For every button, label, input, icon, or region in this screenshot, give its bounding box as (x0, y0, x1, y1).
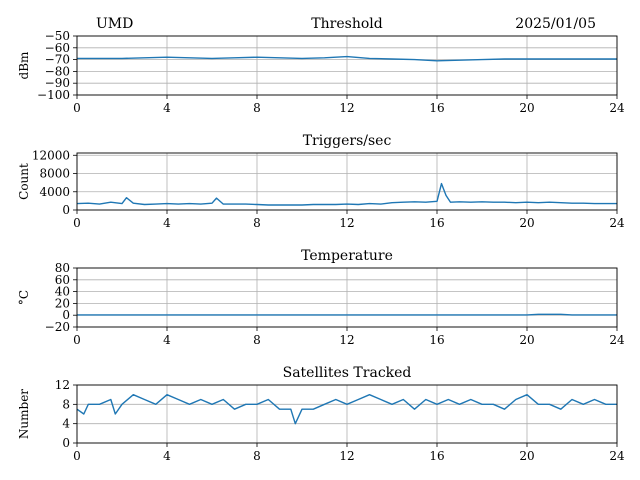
triggers-ytick-label-2: 8000 (39, 167, 70, 181)
satellites-xtick-label-4: 4 (163, 449, 171, 463)
triggers-xtick-label-4: 4 (163, 216, 171, 230)
threshold-ytick-label-0: −50 (45, 29, 70, 43)
threshold-frame (76, 35, 618, 96)
temperature-title: Temperature (301, 248, 393, 264)
satellites-xtick-label-20: 20 (519, 449, 534, 463)
satellites-frame (76, 384, 618, 444)
satellites-xtick-label-8: 8 (253, 449, 261, 463)
temperature-xtick-label-12: 12 (339, 333, 354, 347)
header-site: UMD (96, 16, 133, 32)
triggers-xtick-label-8: 8 (253, 216, 261, 230)
triggers-xtick-label-12: 12 (339, 216, 354, 230)
satellites-ylabel: Number (17, 389, 31, 439)
triggers-ylabel: Count (17, 163, 31, 200)
temperature-frame (76, 267, 618, 328)
threshold-title: Threshold (311, 16, 382, 32)
temperature-xtick-label-0: 0 (73, 333, 81, 347)
temperature-xtick-label-20: 20 (519, 333, 534, 347)
threshold-xtick-label-12: 12 (339, 101, 354, 115)
triggers-xtick-label-24: 24 (609, 216, 625, 230)
temperature-xtick-label-8: 8 (253, 333, 261, 347)
threshold-ytick-label-5: −100 (37, 88, 70, 102)
temperature-xtick-label-24: 24 (609, 333, 625, 347)
threshold-ytick-label-3: −80 (45, 64, 70, 78)
threshold-xtick-label-20: 20 (519, 101, 534, 115)
temperature-xtick-label-4: 4 (163, 333, 171, 347)
panel-threshold: 0 4 8 12 16 20 24 −50−60−70−80−90−100 Threshold d… (17, 16, 625, 115)
temperature-xtick-label-16: 16 (429, 333, 444, 347)
satellites-ytick-label-0: 0 (62, 436, 70, 450)
temperature-ytick-label-5: 80 (55, 261, 70, 275)
threshold-xtick-label-8: 8 (253, 101, 261, 115)
triggers-xtick-label-16: 16 (429, 216, 444, 230)
satellites-ytick-label-3: 12 (55, 378, 70, 392)
threshold-ytick-label-2: −70 (45, 53, 70, 67)
panel-satellites: 0 4 8 12 16 20 24 0 4 8 12 Satellites Tracked Number (17, 365, 625, 463)
triggers-frame (76, 152, 618, 211)
triggers-ytick-label-1: 4000 (39, 185, 70, 199)
temperature-series-line (77, 313, 617, 316)
satellites-title: Satellites Tracked (283, 365, 412, 381)
satellites-series-line (76, 394, 617, 425)
threshold-ytick-label-4: −90 (45, 76, 70, 90)
threshold-xtick-label-16: 16 (429, 101, 444, 115)
temperature-ytick-label-2: 20 (55, 296, 70, 310)
triggers-xtick-label-0: 0 (73, 216, 81, 230)
triggers-title: Triggers/sec (303, 133, 392, 149)
threshold-xtick-label-0: 0 (73, 101, 81, 115)
satellites-xtick-label-16: 16 (429, 449, 444, 463)
temperature-ytick-label-0: −20 (45, 320, 70, 334)
triggers-xtick-label-20: 20 (519, 216, 534, 230)
temperature-ytick-label-3: 40 (55, 285, 70, 299)
triggers-ytick-label-3: 12000 (32, 148, 70, 162)
satellites-xtick-label-0: 0 (73, 449, 81, 463)
satellites-ytick-label-2: 8 (62, 397, 70, 411)
temperature-ytick-label-4: 60 (55, 273, 70, 287)
panel-triggers: 0 4 8 12 16 20 24 0 4000 8000 12000 Triggers/sec Cou… (17, 133, 625, 230)
threshold-xtick-label-24: 24 (609, 101, 625, 115)
temperature-ylabel: °C (17, 290, 31, 305)
temperature-ytick-label-1: 0 (62, 308, 70, 322)
triggers-series-line (76, 182, 617, 206)
triggers-ytick-label-0: 0 (62, 203, 70, 217)
header-date: 2025/01/05 (515, 16, 596, 32)
satellites-ytick-label-1: 4 (62, 417, 70, 431)
threshold-ytick-label-1: −60 (45, 41, 70, 55)
threshold-xtick-label-4: 4 (163, 101, 171, 115)
satellites-xtick-label-12: 12 (339, 449, 354, 463)
threshold-series-line (77, 55, 617, 62)
threshold-ylabel: dBm (17, 51, 31, 80)
satellites-xtick-label-24: 24 (609, 449, 625, 463)
